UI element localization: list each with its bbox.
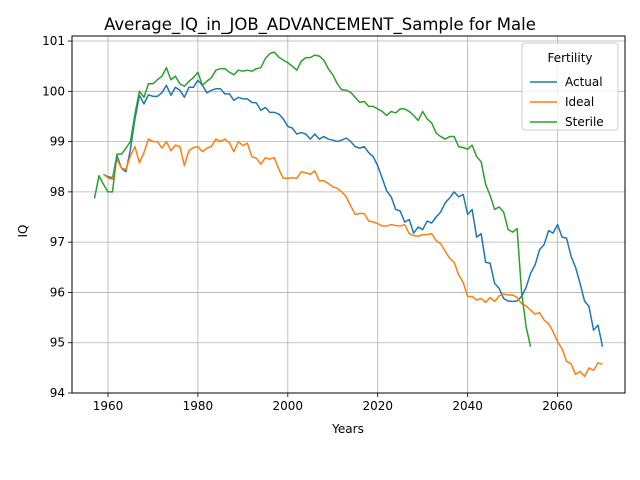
y-tick-label: 94 <box>50 386 65 400</box>
x-tick-label: 1980 <box>183 399 214 413</box>
chart-title: Average_IQ_in_JOB_ADVANCEMENT_Sample for… <box>104 15 536 35</box>
y-axis-ticks: 94 95 96 97 98 99 100 101 <box>42 34 72 400</box>
series-line-sterile <box>93 51 532 347</box>
x-tick-label: 2020 <box>362 399 393 413</box>
x-tick-label: 2060 <box>542 399 573 413</box>
legend-box <box>521 42 619 131</box>
legend-label-sterile: Sterile <box>565 115 604 129</box>
legend: Fertility Actual Ideal Sterile <box>521 42 619 131</box>
legend-label-ideal: Ideal <box>565 95 594 109</box>
y-tick-label: 99 <box>50 135 65 149</box>
y-tick-label: 98 <box>50 185 65 199</box>
grid-lines <box>72 36 625 394</box>
x-axis-label: Years <box>331 422 364 436</box>
y-tick-label: 101 <box>42 34 65 48</box>
series-line-ideal <box>103 138 603 378</box>
y-tick-label: 95 <box>50 336 65 350</box>
y-axis-label: IQ <box>16 225 30 238</box>
x-tick-label: 1960 <box>93 399 124 413</box>
x-tick-label: 2000 <box>273 399 304 413</box>
x-tick-label: 2040 <box>452 399 483 413</box>
y-tick-label: 97 <box>50 235 65 249</box>
y-tick-label: 100 <box>42 84 65 98</box>
series-line-actual <box>103 79 604 347</box>
legend-label-actual: Actual <box>565 75 603 89</box>
x-axis-ticks: 1960 1980 2000 2020 2040 2060 <box>93 393 573 413</box>
plot-frame <box>71 35 626 394</box>
legend-title: Fertility <box>547 51 592 65</box>
legend-entries: Actual Ideal Sterile <box>530 75 604 129</box>
series-layer <box>93 51 604 378</box>
y-tick-label: 96 <box>50 285 65 299</box>
